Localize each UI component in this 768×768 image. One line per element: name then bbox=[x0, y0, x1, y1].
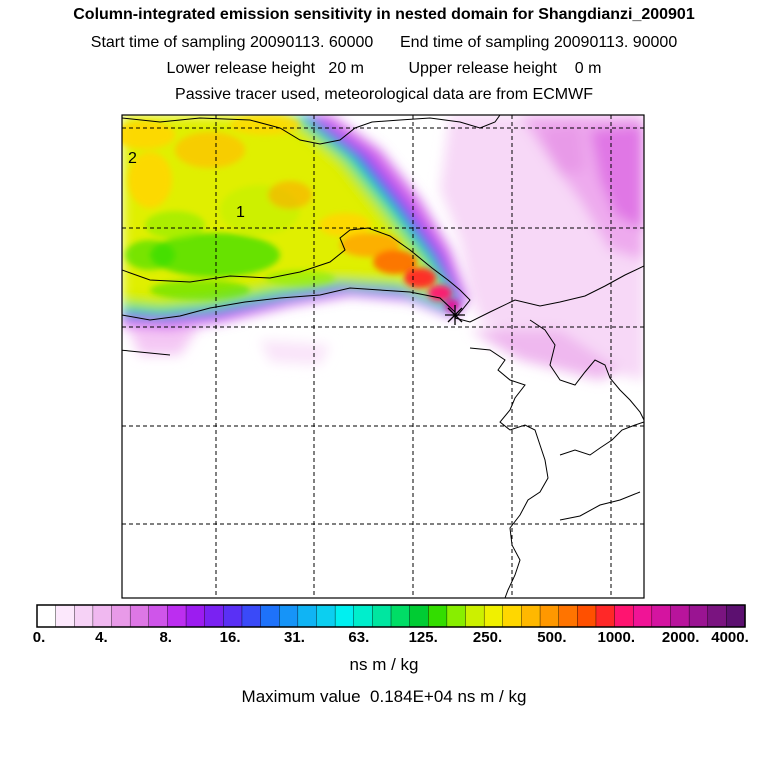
colorbar-tick-label: 8. bbox=[159, 629, 172, 646]
colorbar-tick-label: 63. bbox=[348, 629, 370, 646]
colorbar-cell bbox=[688, 604, 709, 628]
colorbar-cell bbox=[279, 604, 299, 628]
colorbar-cell bbox=[185, 604, 206, 628]
colorbar-cell bbox=[316, 604, 336, 628]
sampling-time-line: Start time of sampling 20090113. 60000 E… bbox=[90, 34, 678, 51]
colorbar-cell bbox=[111, 604, 131, 628]
colorbar-cell bbox=[390, 604, 411, 628]
colorbar-cell bbox=[502, 604, 523, 628]
colorbar-cell bbox=[148, 604, 169, 628]
colorbar-cell bbox=[167, 604, 187, 628]
colorbar-cell bbox=[521, 604, 541, 628]
colorbar-cell bbox=[483, 604, 504, 628]
map-label-2: 2 bbox=[128, 150, 137, 167]
colorbar-tick-label: 1000. bbox=[597, 629, 636, 646]
colorbar-cell bbox=[241, 604, 262, 628]
colorbar-tick-label: 125. bbox=[408, 629, 438, 646]
colorbar-units: ns m / kg bbox=[349, 655, 419, 674]
colorbar-tick-label: 500. bbox=[537, 629, 567, 646]
colorbar-cell bbox=[558, 604, 578, 628]
sensitivity-field bbox=[122, 115, 644, 598]
colorbar-cell bbox=[92, 604, 113, 628]
colorbar-tick-label: 16. bbox=[219, 629, 241, 646]
colorbar-cell bbox=[129, 604, 150, 628]
coastline-lines bbox=[122, 115, 644, 598]
lat-lon-grid bbox=[122, 115, 644, 598]
colorbar-tick-label: 4. bbox=[95, 629, 108, 646]
colorbar-tick-label: 31. bbox=[284, 629, 305, 646]
colorbar-cell bbox=[428, 604, 448, 628]
colorbar-cell bbox=[353, 604, 373, 628]
colorbar-cell bbox=[446, 604, 467, 628]
release-height-line: Lower release height 20 m Upper release … bbox=[166, 60, 602, 77]
colorbar-cell bbox=[372, 604, 392, 628]
colorbar-cell bbox=[260, 604, 280, 628]
colorbar-cell bbox=[614, 604, 634, 628]
colorbar-cell bbox=[74, 604, 94, 628]
plot-title: Column-integrated emission sensitivity i… bbox=[73, 6, 695, 23]
map-label-1: 1 bbox=[236, 204, 245, 221]
colorbar-cell bbox=[539, 604, 560, 628]
map-frame bbox=[121, 114, 645, 599]
colorbar-cell bbox=[55, 604, 75, 628]
station-marker-icon bbox=[445, 305, 465, 325]
colorbar-cell bbox=[633, 604, 653, 628]
colorbar-cell bbox=[577, 604, 597, 628]
colorbar-cell bbox=[595, 604, 616, 628]
colorbar-tick-label: 250. bbox=[472, 629, 503, 646]
colorbar-tick-label: 0. bbox=[32, 629, 46, 646]
colorbar-cell bbox=[204, 604, 224, 628]
colorbar-cell bbox=[651, 604, 672, 628]
colorbar-cell bbox=[465, 604, 485, 628]
colorbar-cell bbox=[297, 604, 318, 628]
colorbar-cell bbox=[726, 604, 746, 628]
tracer-info-line: Passive tracer used, meteorological data… bbox=[175, 86, 593, 103]
colorbar-cell bbox=[707, 604, 727, 628]
colorbar-cell bbox=[36, 604, 57, 628]
colorbar-tick-label: 2000. bbox=[661, 629, 700, 646]
colorbar-cell bbox=[334, 604, 355, 628]
colorbar-tick-label: 4000. bbox=[711, 629, 749, 646]
colorbar-cell bbox=[223, 604, 243, 628]
colorbar-cell bbox=[409, 604, 429, 628]
maximum-value-text: Maximum value 0.184E+04 ns m / kg bbox=[241, 687, 527, 706]
colorbar-cell bbox=[670, 604, 690, 628]
